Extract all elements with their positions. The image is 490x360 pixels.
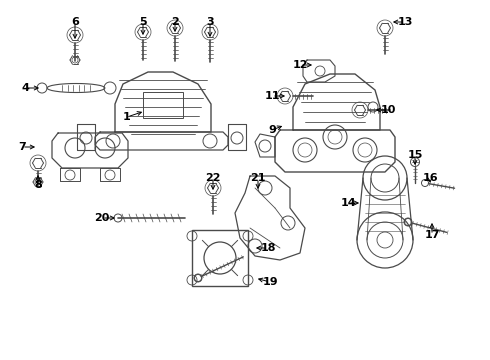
Text: 14: 14: [340, 198, 356, 208]
Bar: [143, 92, 183, 118]
Text: 15: 15: [407, 150, 423, 160]
Text: 11: 11: [264, 91, 280, 101]
Text: 10: 10: [380, 105, 396, 115]
Text: 6: 6: [71, 17, 79, 27]
Text: 7: 7: [18, 142, 26, 152]
Text: 1: 1: [123, 112, 131, 122]
Text: 21: 21: [250, 173, 266, 183]
Text: 18: 18: [260, 243, 276, 253]
Text: 17: 17: [424, 230, 440, 240]
Text: 2: 2: [171, 17, 179, 27]
Bar: [192, 230, 248, 286]
Text: 22: 22: [205, 173, 221, 183]
Text: 13: 13: [397, 17, 413, 27]
Text: 19: 19: [262, 277, 278, 287]
Text: 5: 5: [139, 17, 147, 27]
Text: 3: 3: [206, 17, 214, 27]
Text: 8: 8: [34, 180, 42, 190]
Text: 20: 20: [94, 213, 110, 223]
Text: 9: 9: [268, 125, 276, 135]
Text: 4: 4: [21, 83, 29, 93]
Text: 16: 16: [422, 173, 438, 183]
Text: 12: 12: [292, 60, 308, 70]
